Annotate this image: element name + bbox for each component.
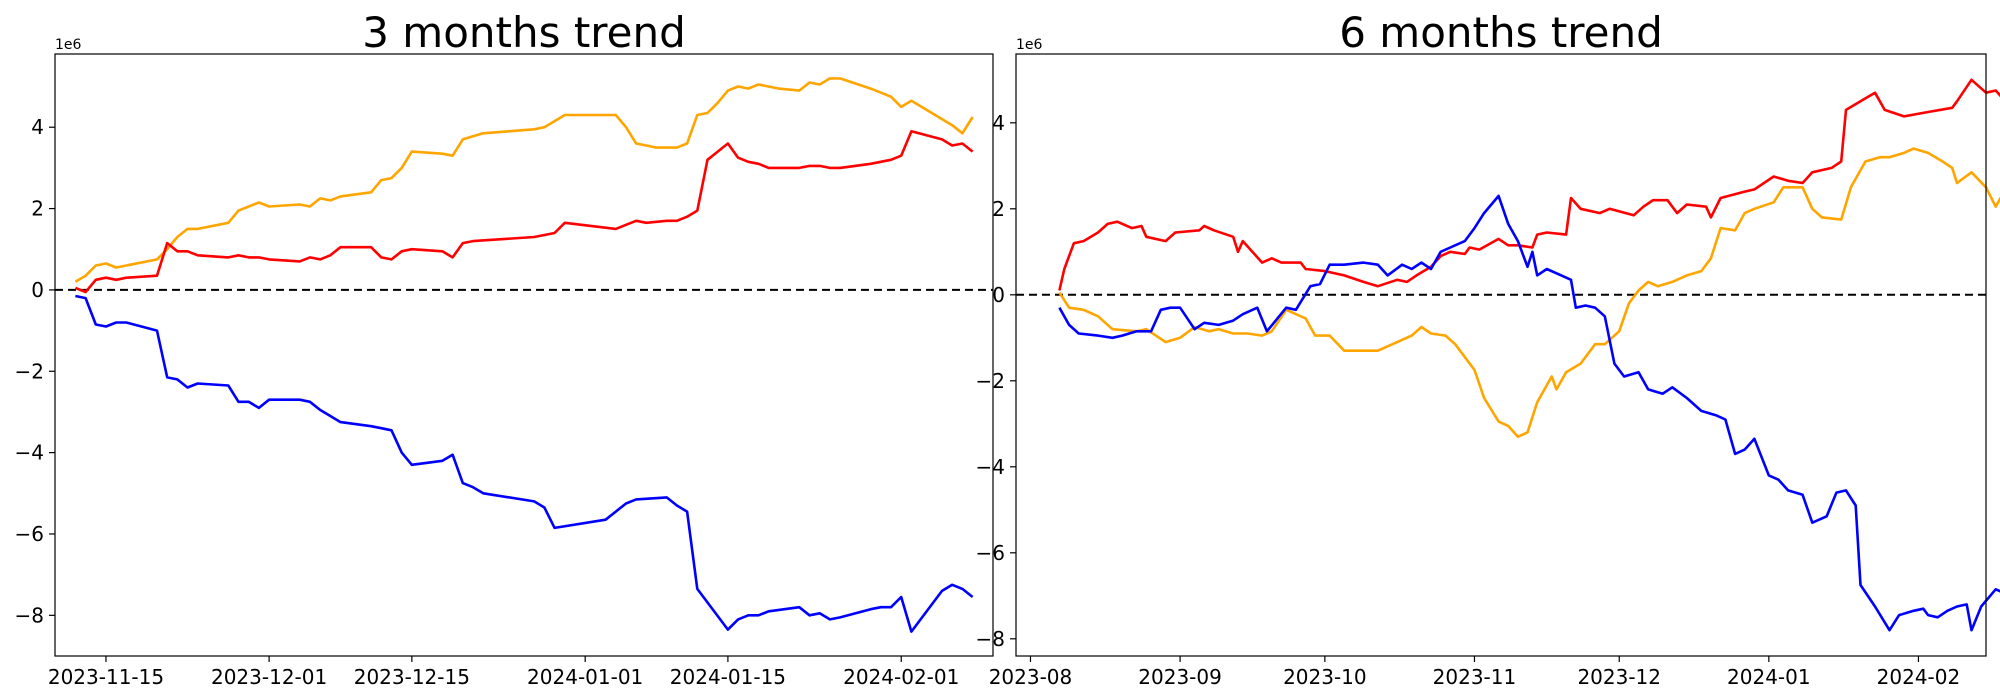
x-tick-label: 2023-08 bbox=[989, 665, 1073, 689]
y-tick-label: −2 bbox=[976, 369, 1005, 393]
y-tick-label: 2 bbox=[992, 197, 1005, 221]
x-tick-label: 2024-02-01 bbox=[843, 665, 959, 689]
y-tick-label: −8 bbox=[15, 603, 44, 627]
plot-frame bbox=[1015, 53, 1987, 657]
plot-frame bbox=[54, 53, 994, 657]
x-tick-label: 2023-10 bbox=[1283, 665, 1367, 689]
chart-title: 6 months trend bbox=[1339, 8, 1663, 57]
y-offset-label: 1e6 bbox=[55, 37, 82, 53]
y-tick-label: −8 bbox=[976, 627, 1005, 651]
x-tick-label: 2023-09 bbox=[1138, 665, 1222, 689]
series-line-1 bbox=[1058, 78, 2000, 291]
y-tick-label: −6 bbox=[976, 541, 1005, 565]
y-tick-label: 4 bbox=[31, 115, 44, 139]
y-tick-label: −6 bbox=[15, 522, 44, 546]
x-tick-label: 2024-01-15 bbox=[670, 665, 786, 689]
x-tick-label: 2023-11-15 bbox=[48, 665, 164, 689]
chart-2: 6 months trend 1e6 −8 −6 −4 −2 0 2 4 2023-08 2023-… bbox=[976, 8, 2000, 689]
series-line-3 bbox=[1058, 194, 2000, 632]
y-tick-label: −2 bbox=[15, 359, 44, 383]
x-tick-label: 2024-02 bbox=[1877, 665, 1961, 689]
y-tick-label: 0 bbox=[992, 283, 1005, 307]
series-line-1 bbox=[74, 77, 974, 283]
series-line-3 bbox=[75, 294, 974, 633]
y-tick-label: −4 bbox=[976, 455, 1005, 479]
y-tick-label: 2 bbox=[31, 197, 44, 221]
x-tick-label: 2024-01-01 bbox=[527, 665, 643, 689]
y-tick-label: 0 bbox=[31, 278, 44, 302]
y-offset-label: 1e6 bbox=[1016, 37, 1043, 53]
x-tick-label: 2023-12 bbox=[1577, 665, 1661, 689]
series-line-2 bbox=[74, 130, 974, 294]
y-tick-label: 4 bbox=[992, 111, 1005, 135]
y-tick-label: −4 bbox=[15, 441, 44, 465]
chart-title: 3 months trend bbox=[362, 8, 686, 57]
chart-1: 3 months trend 1e6 −8 −6 −4 −2 0 2 4 2023-11-15 20… bbox=[15, 8, 994, 689]
series-line-2 bbox=[1058, 147, 2000, 439]
x-tick-label: 2023-12-01 bbox=[211, 665, 327, 689]
x-tick-label: 2023-12-15 bbox=[354, 665, 470, 689]
x-tick-label: 2023-11 bbox=[1433, 665, 1517, 689]
x-tick-label: 2024-01 bbox=[1727, 665, 1811, 689]
